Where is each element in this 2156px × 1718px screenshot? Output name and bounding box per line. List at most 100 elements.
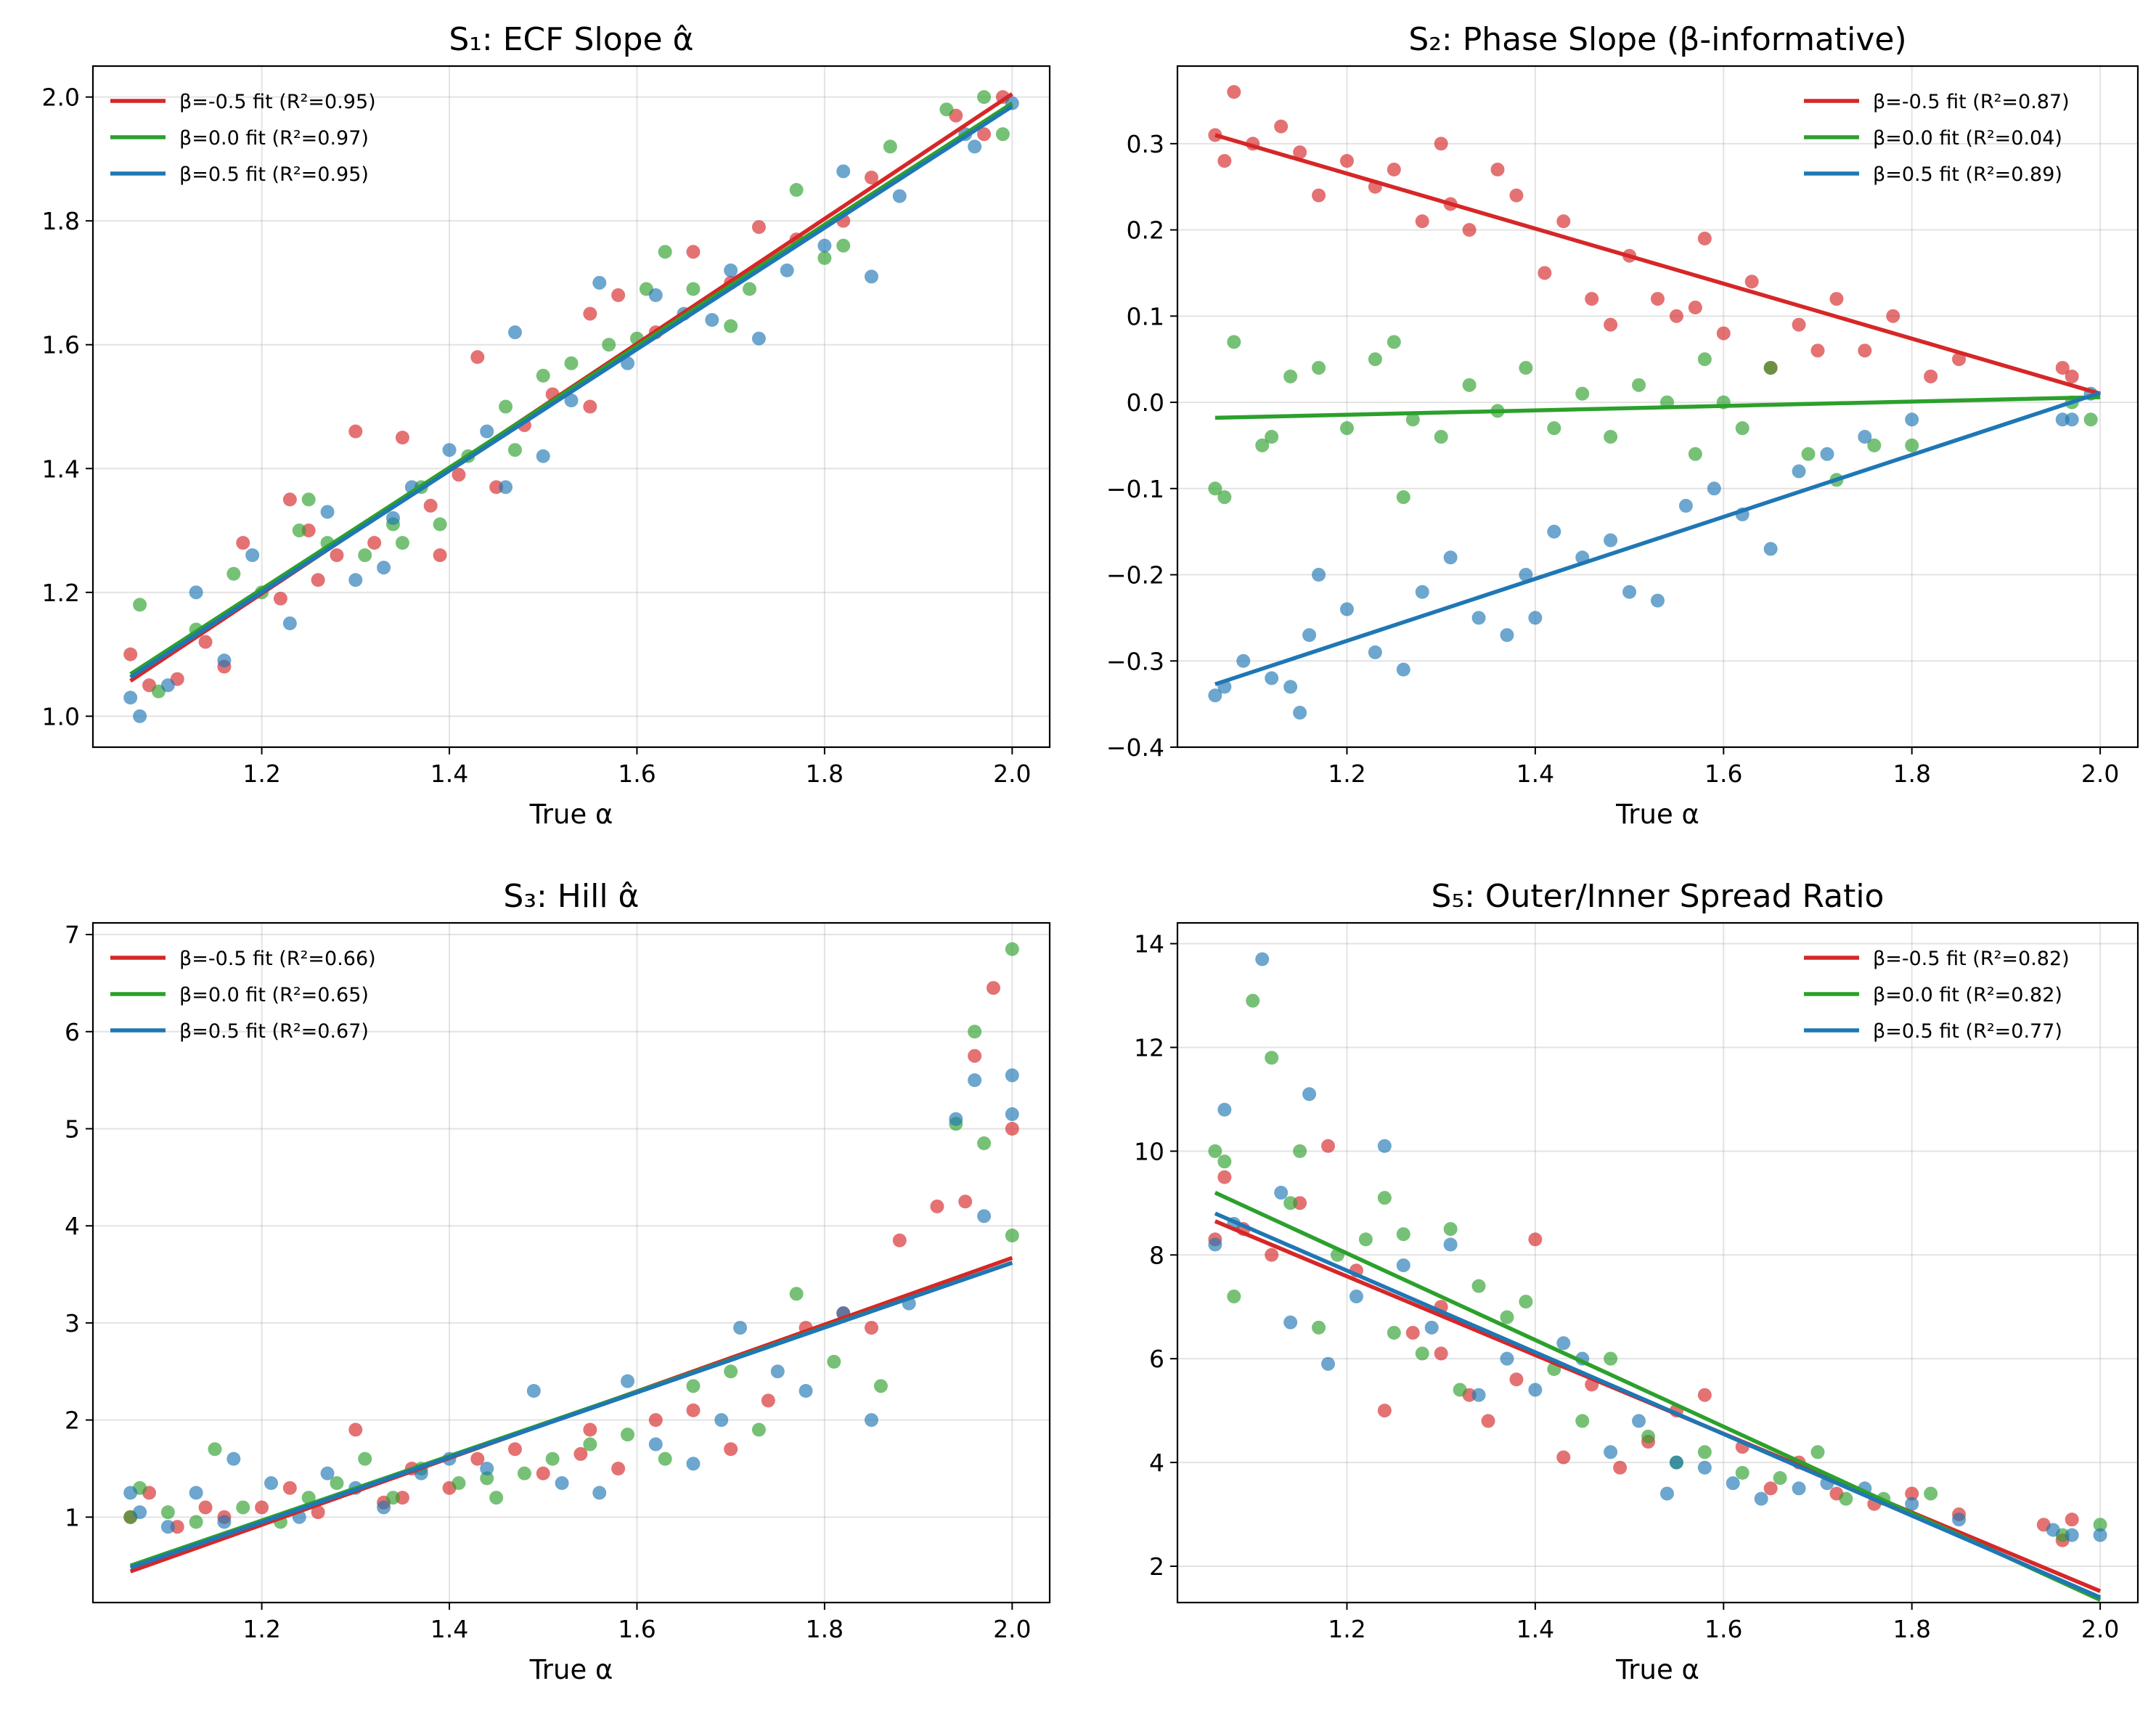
data-point bbox=[2065, 412, 2079, 427]
data-point bbox=[968, 1025, 982, 1039]
data-point bbox=[123, 691, 138, 705]
data-point bbox=[968, 1049, 982, 1063]
data-point bbox=[592, 275, 607, 290]
plot-frame bbox=[1176, 65, 2139, 749]
data-point bbox=[1632, 1414, 1646, 1428]
data-point bbox=[1641, 1429, 1656, 1444]
fit-line-pos bbox=[1214, 1211, 2102, 1600]
data-point bbox=[1396, 1227, 1410, 1242]
data-point bbox=[724, 1364, 738, 1379]
data-point bbox=[1339, 154, 1354, 168]
data-point bbox=[1905, 438, 1919, 452]
data-point bbox=[1519, 568, 1533, 582]
data-point bbox=[1005, 1107, 1019, 1121]
data-point bbox=[1632, 378, 1646, 392]
y-tick-label: 3 bbox=[65, 1309, 80, 1338]
x-tick-label: 1.2 bbox=[1328, 760, 1365, 788]
data-point bbox=[1886, 309, 1900, 323]
data-point bbox=[1208, 1237, 1222, 1252]
data-point bbox=[864, 1413, 878, 1428]
x-tick-label: 1.8 bbox=[1892, 760, 1930, 788]
data-point bbox=[564, 393, 579, 407]
data-point bbox=[799, 1384, 813, 1399]
legend-label: β=0.5 fit (R²=0.77) bbox=[1873, 1020, 2062, 1043]
data-point bbox=[602, 338, 616, 352]
data-point bbox=[1396, 662, 1410, 677]
y-tick-label: 0.2 bbox=[1127, 216, 1164, 245]
data-point bbox=[1339, 421, 1354, 436]
data-point bbox=[817, 238, 832, 253]
data-point bbox=[1858, 343, 1872, 358]
data-point bbox=[564, 356, 579, 370]
data-point bbox=[160, 1520, 175, 1534]
data-point bbox=[1500, 628, 1514, 643]
data-point bbox=[1283, 1315, 1298, 1330]
panel-ecf-slope: 1.2 1.4 1.6 1.8 2.0 1.0 1.2 1.4 1.6 1.8 2.0 S₁: ECF… bbox=[42, 21, 1051, 830]
data-point bbox=[348, 424, 363, 439]
data-point bbox=[1500, 1310, 1514, 1324]
data-point bbox=[583, 399, 597, 414]
data-point bbox=[686, 1457, 701, 1471]
y-tick-label: 2 bbox=[65, 1406, 80, 1435]
data-point bbox=[2055, 361, 2070, 375]
data-point bbox=[1490, 162, 1505, 176]
data-point bbox=[1283, 369, 1298, 383]
data-point bbox=[1556, 1450, 1571, 1465]
data-point bbox=[1622, 585, 1637, 599]
data-point bbox=[1697, 1445, 1712, 1460]
x-tick-label: 2.0 bbox=[2081, 1615, 2119, 1643]
data-point bbox=[817, 251, 832, 265]
data-point bbox=[949, 1112, 963, 1126]
data-point bbox=[1801, 447, 1816, 461]
chart-title: S₁: ECF Slope α̂ bbox=[449, 21, 693, 58]
data-point bbox=[480, 1471, 494, 1486]
y-tick-label: 2 bbox=[1149, 1552, 1164, 1581]
data-point bbox=[1208, 1144, 1222, 1158]
data-point bbox=[658, 1452, 672, 1466]
data-point bbox=[1604, 533, 1618, 547]
fit-line-neg bbox=[1214, 133, 2101, 396]
y-tick-label: 8 bbox=[1149, 1241, 1164, 1269]
data-point bbox=[1005, 1068, 1019, 1083]
y-tick-label: 1.8 bbox=[42, 207, 80, 235]
data-point bbox=[1217, 1170, 1232, 1184]
data-point bbox=[686, 245, 701, 259]
data-point bbox=[1265, 430, 1279, 444]
data-point bbox=[2093, 1518, 2107, 1532]
y-tick-label: 4 bbox=[65, 1212, 80, 1240]
data-point bbox=[395, 536, 409, 550]
data-point bbox=[873, 1379, 888, 1393]
data-point bbox=[621, 1428, 635, 1442]
data-point bbox=[1453, 1383, 1467, 1397]
data-point bbox=[1924, 369, 1938, 383]
data-point bbox=[1312, 361, 1326, 375]
data-point bbox=[1556, 214, 1571, 229]
x-axis-label: True α bbox=[1615, 1654, 1699, 1685]
x-tick-label: 1.6 bbox=[618, 1615, 656, 1643]
data-point bbox=[1669, 309, 1683, 323]
y-tick-label: 0.3 bbox=[1127, 130, 1164, 158]
data-point bbox=[1005, 1121, 1019, 1136]
data-point bbox=[1697, 231, 1712, 245]
data-point bbox=[1443, 1222, 1458, 1237]
data-point bbox=[189, 1486, 203, 1500]
data-point bbox=[1519, 361, 1533, 375]
data-point bbox=[273, 591, 287, 606]
data-point bbox=[864, 1321, 878, 1335]
data-point bbox=[883, 139, 897, 154]
data-point bbox=[714, 1413, 729, 1428]
data-point bbox=[621, 1374, 635, 1388]
data-point bbox=[977, 1136, 992, 1151]
data-point bbox=[2046, 1523, 2060, 1537]
data-point bbox=[836, 238, 851, 253]
legend-label: β=0.0 fit (R²=0.04) bbox=[1873, 127, 2062, 150]
data-point bbox=[1312, 1320, 1326, 1335]
y-tick-label: 12 bbox=[1134, 1033, 1164, 1062]
data-point bbox=[977, 127, 992, 142]
data-point bbox=[1867, 438, 1882, 452]
data-point bbox=[1265, 1247, 1279, 1262]
data-point bbox=[1952, 1513, 1967, 1527]
data-point bbox=[1471, 1388, 1486, 1402]
data-point bbox=[123, 1486, 138, 1500]
data-point bbox=[1726, 1476, 1740, 1491]
